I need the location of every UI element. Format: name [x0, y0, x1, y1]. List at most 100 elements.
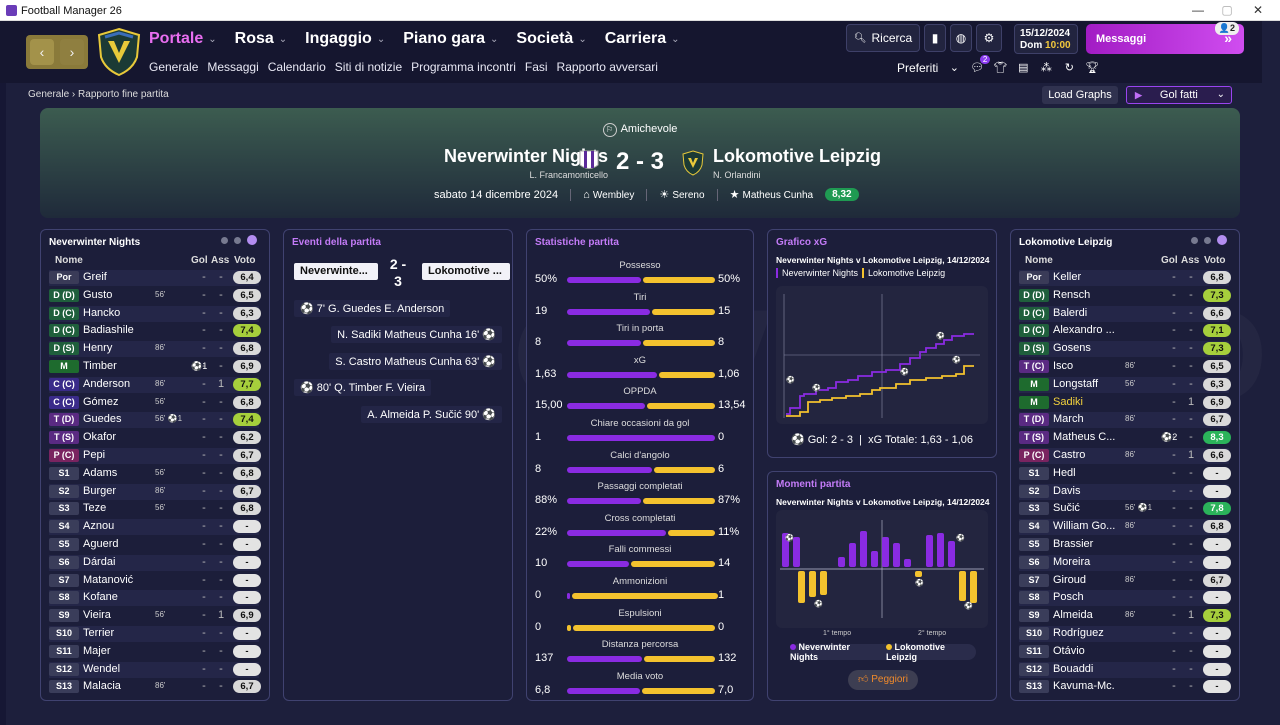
favorites-label[interactable]: Preferiti: [897, 61, 939, 75]
event-item[interactable]: S. Castro Matheus Cunha 63' ⚽: [329, 353, 502, 370]
player-name[interactable]: Greif: [83, 271, 107, 283]
col-name[interactable]: Nome: [1025, 255, 1053, 266]
chat-icon[interactable]: 💬︎ 2: [970, 55, 991, 75]
table-row[interactable]: T (D) March 86' - -6,7: [1019, 411, 1231, 429]
col-name[interactable]: Nome: [55, 255, 83, 266]
table-row[interactable]: M Timber ⚽1- -6,9: [49, 358, 261, 376]
man-of-the-match[interactable]: ★ Matheus Cunha: [730, 188, 814, 201]
chevron-down-icon[interactable]: ⌄: [949, 62, 959, 74]
xg-chart[interactable]: ⚽ ⚽ ⚽ ⚽ ⚽: [776, 286, 988, 424]
table-row[interactable]: D (C) Badiashile - -7,4: [49, 322, 261, 340]
player-name[interactable]: Aznou: [83, 520, 115, 533]
away-team-name[interactable]: Lokomotive Leipzig: [713, 146, 882, 166]
submenu-item[interactable]: Programma incontri: [411, 60, 516, 74]
player-name[interactable]: March: [1053, 413, 1084, 426]
player-name[interactable]: Longstaff: [1053, 377, 1099, 390]
player-name[interactable]: Timber: [83, 359, 117, 372]
player-name[interactable]: Badiashile: [83, 324, 134, 337]
minimize-icon[interactable]: —: [1192, 3, 1204, 17]
dot-active[interactable]: [247, 235, 257, 245]
player-name[interactable]: Matanović: [83, 573, 134, 586]
player-name[interactable]: Okafor: [83, 431, 117, 444]
gear-icon[interactable]: ⚙: [976, 24, 1002, 52]
dot[interactable]: [221, 237, 228, 244]
table-row[interactable]: S6 Dárdai - - -: [49, 554, 261, 572]
player-name[interactable]: Anderson: [83, 377, 131, 390]
player-name[interactable]: Hancko: [83, 306, 121, 319]
table-row[interactable]: S1 Adams 56' - -6,8: [49, 465, 261, 483]
table-row[interactable]: S7 Matanović - - -: [49, 572, 261, 590]
load-graphs-button[interactable]: Load Graphs: [1042, 86, 1118, 104]
submenu-item[interactable]: Siti di notizie: [334, 60, 403, 74]
player-name[interactable]: Posch: [1053, 591, 1084, 604]
breadcrumb-root[interactable]: Generale: [28, 89, 70, 100]
player-name[interactable]: Keller: [1053, 271, 1082, 283]
player-name[interactable]: Henry: [83, 342, 113, 355]
player-name[interactable]: Isco: [1053, 359, 1074, 372]
player-name[interactable]: Wendel: [83, 662, 121, 675]
table-row[interactable]: S13 Kavuma-Mc... - - -: [1019, 678, 1231, 696]
bookmark-icon[interactable]: ▮: [924, 24, 946, 52]
menu-pianogara[interactable]: Piano gara ⌄: [403, 28, 498, 50]
player-name[interactable]: Guedes: [83, 413, 122, 426]
table-row[interactable]: S2 Burger 86' - -6,7: [49, 483, 261, 501]
table-row[interactable]: D (S) Henry 86' - -6,8: [49, 340, 261, 358]
menu-rosa[interactable]: Rosa ⌄: [235, 28, 288, 50]
table-row[interactable]: S10 Terrier - - -: [49, 625, 261, 643]
table-row[interactable]: Por Keller - -6,8: [1019, 269, 1231, 287]
table-row[interactable]: S8 Posch - - -: [1019, 589, 1231, 607]
table-row[interactable]: S7 Giroud 86' - -6,7: [1019, 572, 1231, 590]
dot[interactable]: [234, 237, 241, 244]
player-name[interactable]: Balerdi: [1053, 306, 1088, 319]
menu-portale[interactable]: Portale ⌄: [149, 28, 217, 50]
submenu-item[interactable]: Calendario: [267, 60, 326, 74]
table-row[interactable]: S3 Teze 56' - -6,8: [49, 500, 261, 518]
refresh-icon[interactable]: ↻: [1064, 62, 1074, 74]
player-name[interactable]: Pepi: [83, 448, 106, 461]
col-rating[interactable]: Voto: [234, 255, 256, 266]
event-item[interactable]: A. Almeida P. Sučić 90' ⚽: [361, 406, 502, 423]
col-rating[interactable]: Voto: [1204, 255, 1226, 266]
messages-button[interactable]: Messaggi 👤2 »: [1086, 22, 1244, 54]
shirt-icon[interactable]: 👕︎: [993, 62, 1008, 74]
table-row[interactable]: S3 Sučić 56' ⚽1- -7,8: [1019, 500, 1231, 518]
table-row[interactable]: S8 Kofane - - -: [49, 589, 261, 607]
player-name[interactable]: William Go...: [1053, 520, 1115, 533]
away-manager[interactable]: N. Orlandini: [713, 170, 761, 180]
player-name[interactable]: Giroud: [1053, 573, 1087, 586]
tactics-icon[interactable]: ⁂: [1040, 62, 1052, 74]
view-dots[interactable]: [1191, 235, 1227, 245]
player-name[interactable]: Brassier: [1053, 537, 1094, 550]
submenu-item[interactable]: Messaggi: [207, 60, 259, 74]
menu-societ[interactable]: Società ⌄: [516, 28, 586, 50]
event-item[interactable]: ⚽ 80' Q. Timber F. Vieira: [294, 379, 432, 396]
moments-chart[interactable]: ⚽ ⚽ ⚽ ⚽ ⚽: [776, 510, 988, 628]
col-assists[interactable]: Ass: [211, 255, 230, 266]
dot-active[interactable]: [1217, 235, 1227, 245]
table-row[interactable]: T (S) Matheus C... ⚽2- -8,3: [1019, 429, 1231, 447]
table-row[interactable]: M Longstaff 56' - -6,3: [1019, 376, 1231, 394]
player-name[interactable]: Almeida: [1053, 609, 1093, 622]
player-name[interactable]: Otávio: [1053, 644, 1085, 657]
player-name[interactable]: Vieira: [83, 609, 111, 622]
event-item[interactable]: ⚽ 7' G. Guedes E. Anderson: [294, 300, 451, 317]
player-name[interactable]: Terrier: [83, 626, 115, 639]
game-date[interactable]: 15/12/2024 Dom 10:00: [1014, 24, 1078, 54]
forward-button[interactable]: ›: [60, 39, 84, 65]
player-name[interactable]: Castro: [1053, 448, 1086, 461]
menu-carriera[interactable]: Carriera ⌄: [605, 28, 680, 50]
player-name[interactable]: Davis: [1053, 484, 1081, 497]
player-name[interactable]: Alexandro ...: [1053, 324, 1115, 337]
player-name[interactable]: Bouaddi: [1053, 662, 1094, 675]
player-name[interactable]: Kofane: [83, 591, 118, 604]
player-name[interactable]: Kavuma-Mc...: [1053, 680, 1115, 693]
submenu-item[interactable]: Rapporto avversari: [556, 60, 658, 74]
player-name[interactable]: Malacia: [83, 680, 121, 693]
player-name[interactable]: Majer: [83, 644, 111, 657]
col-assists[interactable]: Ass: [1181, 255, 1200, 266]
player-name[interactable]: Gusto: [83, 288, 113, 301]
player-name[interactable]: Rodríguez: [1053, 626, 1104, 639]
table-row[interactable]: C (C) Anderson 86' -1 7,7: [49, 376, 261, 394]
home-manager[interactable]: L. Francamonticello: [529, 170, 608, 180]
table-row[interactable]: D (C) Alexandro ... - -7,1: [1019, 322, 1231, 340]
